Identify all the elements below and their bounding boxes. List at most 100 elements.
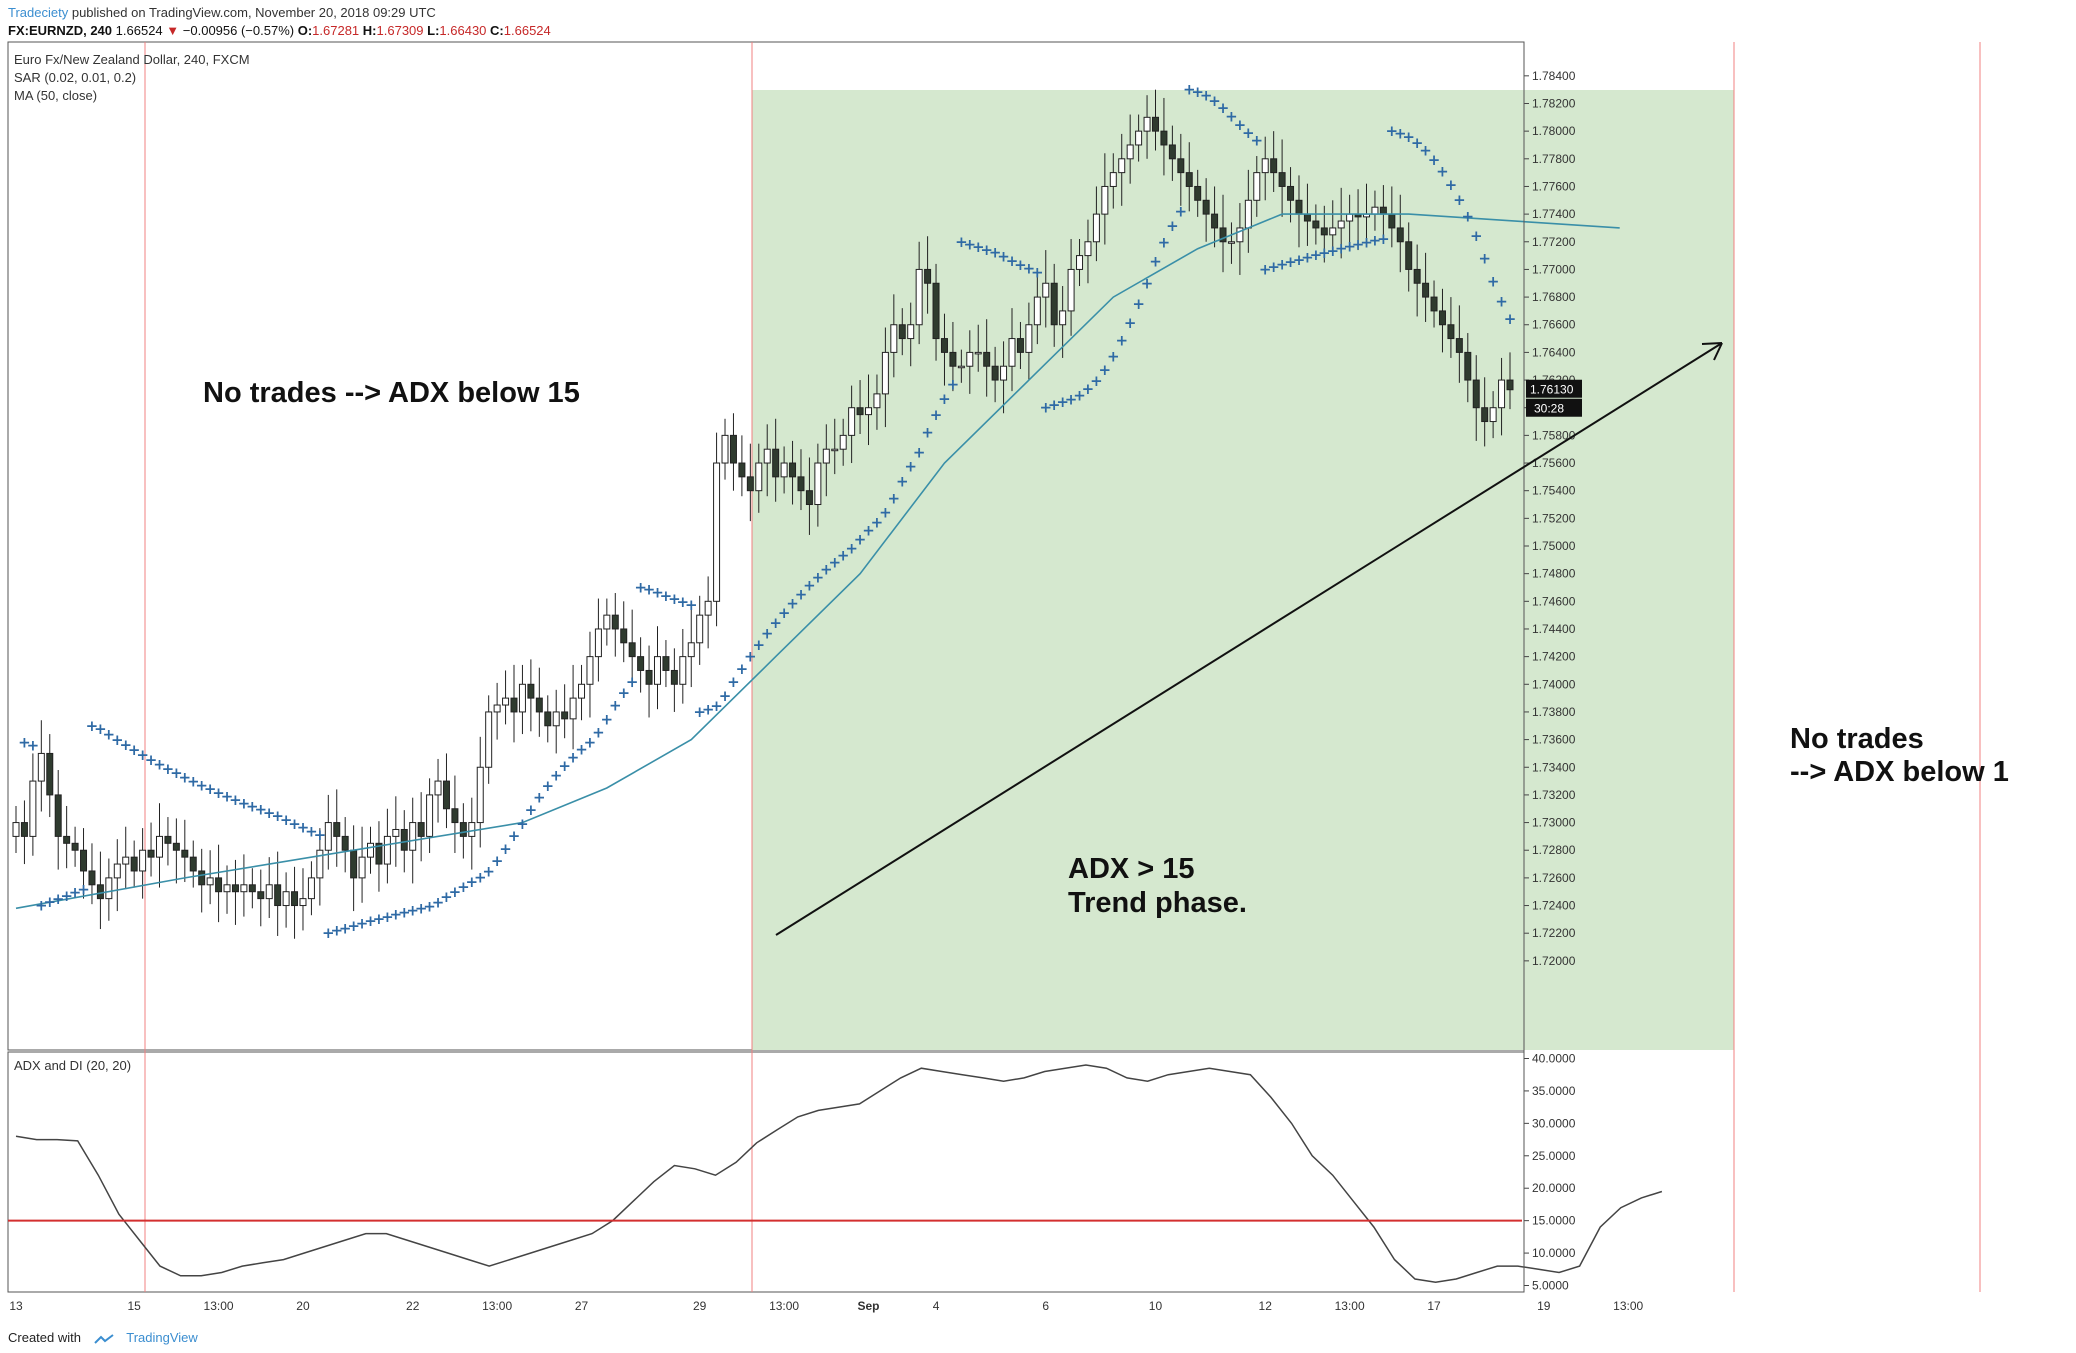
sar-dot: +	[1352, 236, 1365, 254]
sar-dot: +	[1242, 124, 1255, 142]
sar-dot: +	[812, 569, 825, 587]
sar-dot: +	[153, 755, 166, 773]
x-tick-label: Sep	[858, 1299, 880, 1313]
candle-body	[772, 448, 780, 478]
trend-arrow-line	[775, 342, 1723, 936]
candle-body	[586, 656, 594, 685]
sar-dot: +	[1487, 272, 1500, 290]
candle-body	[1303, 213, 1311, 222]
candle-body	[155, 835, 163, 858]
high-label: H:	[362, 23, 377, 38]
sar-dot: +	[744, 648, 757, 666]
candle-body	[29, 780, 37, 837]
annotation-no-trades-right-1: No trades	[1790, 723, 1924, 755]
x-tick-label: 13:00	[482, 1299, 512, 1313]
sar-dot: +	[449, 883, 462, 901]
candle-body	[358, 856, 366, 879]
adx-y-tick-label: 10.0000	[1532, 1246, 1576, 1260]
candle-body	[1160, 130, 1168, 146]
candle-body	[957, 365, 965, 369]
candle-body	[1270, 158, 1278, 174]
y-tick-label: 1.77400	[1532, 207, 1576, 221]
sar-dot: +	[1141, 274, 1154, 292]
sar-dot: +	[1259, 260, 1272, 278]
x-tick-label: 13:00	[204, 1299, 234, 1313]
candle-body	[1025, 324, 1033, 353]
candle-body	[71, 842, 79, 851]
candle-body	[839, 434, 847, 450]
candle-body	[122, 856, 130, 865]
y-tick-label: 1.72800	[1532, 843, 1576, 857]
candle-body	[383, 835, 391, 865]
sar-dot: +	[1225, 108, 1238, 126]
candle-body	[1000, 365, 1008, 381]
publisher-link[interactable]: Tradeciety	[8, 5, 69, 20]
sar-dot: +	[972, 238, 985, 256]
candle-body	[198, 870, 206, 886]
adx-y-tick-label: 5.0000	[1532, 1279, 1569, 1293]
x-tick-label: 12	[1259, 1299, 1273, 1313]
sar-dot: +	[997, 248, 1010, 266]
sar-dot: +	[677, 593, 690, 611]
close-label: C:	[490, 23, 504, 38]
candle-body	[1135, 130, 1143, 146]
sar-dot: +	[862, 522, 875, 540]
sar-dot: +	[1419, 142, 1432, 160]
candle-body	[1447, 324, 1455, 340]
candle-body	[333, 822, 341, 837]
candle-body	[139, 849, 147, 872]
legend-adx: ADX and DI (20, 20)	[14, 1058, 131, 1073]
sar-dot: +	[229, 791, 242, 809]
y-tick-label: 1.74400	[1532, 622, 1576, 636]
candle-body	[763, 448, 771, 464]
tradingview-link[interactable]: TradingView	[126, 1330, 198, 1345]
candle-body	[856, 407, 864, 416]
candle-body	[485, 711, 493, 768]
sar-dot: +	[1470, 227, 1483, 245]
sar-dot: +	[406, 901, 419, 919]
sar-dot: +	[1183, 81, 1196, 99]
candle-body	[1388, 213, 1396, 229]
candle-body	[738, 462, 746, 478]
candle-body	[907, 324, 915, 340]
sar-dot: +	[330, 922, 343, 940]
x-tick-label: 29	[693, 1299, 707, 1313]
sar-dot: +	[947, 376, 960, 394]
y-tick-label: 1.72600	[1532, 871, 1576, 885]
sar-dot: +	[601, 711, 614, 729]
sar-dot: +	[854, 530, 867, 548]
sar-dot: +	[1318, 244, 1331, 262]
sar-dot: +	[238, 794, 251, 812]
candle-body	[1101, 185, 1109, 215]
sar-dot: +	[525, 801, 538, 819]
candle-body	[822, 448, 830, 464]
sar-dot: +	[297, 819, 310, 837]
candle-body	[662, 656, 670, 671]
sar-dot: +	[1343, 238, 1356, 256]
y-tick-label: 1.77200	[1532, 235, 1576, 249]
candle-body	[130, 856, 138, 872]
y-tick-label: 1.76600	[1532, 318, 1576, 332]
sar-dot: +	[1107, 347, 1120, 365]
candle-body	[341, 835, 349, 851]
candle-body	[1211, 213, 1219, 229]
sar-dot: +	[1175, 202, 1188, 220]
sar-dot: +	[660, 587, 673, 605]
candle-body	[653, 656, 661, 685]
sar-dot: +	[643, 580, 656, 598]
sar-dot: +	[474, 869, 487, 887]
sar-dot: +	[617, 684, 630, 702]
timer-tag-box	[1526, 398, 1582, 417]
sar-dot: +	[390, 906, 403, 924]
sar-dot: +	[736, 660, 749, 678]
sar-dot: +	[440, 888, 453, 906]
candle-body	[1498, 379, 1506, 409]
candle-body	[915, 268, 923, 326]
candle-body	[628, 642, 636, 658]
adx-y-tick-label: 40.0000	[1532, 1051, 1576, 1065]
sar-dot: +	[415, 899, 428, 917]
sar-dot: +	[1158, 234, 1171, 252]
sar-dot: +	[1124, 314, 1137, 332]
y-tick-label: 1.77000	[1532, 262, 1576, 276]
